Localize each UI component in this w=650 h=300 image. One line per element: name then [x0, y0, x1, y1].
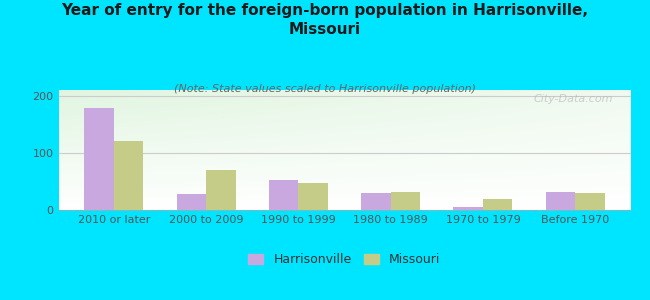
Bar — [483, 199, 512, 210]
Bar — [575, 193, 604, 210]
Bar — [391, 192, 420, 210]
Bar — [269, 180, 298, 210]
Bar — [298, 183, 328, 210]
Bar — [84, 108, 114, 210]
Bar — [361, 193, 391, 210]
Bar — [453, 207, 483, 210]
Bar — [177, 194, 206, 210]
Bar — [114, 141, 144, 210]
Text: Year of entry for the foreign-born population in Harrisonville,
Missouri: Year of entry for the foreign-born popul… — [62, 3, 588, 37]
Bar — [206, 170, 236, 210]
Bar — [545, 192, 575, 210]
Text: City-Data.com: City-Data.com — [534, 94, 614, 103]
Legend: Harrisonville, Missouri: Harrisonville, Missouri — [248, 253, 441, 266]
Text: (Note: State values scaled to Harrisonville population): (Note: State values scaled to Harrisonvi… — [174, 84, 476, 94]
